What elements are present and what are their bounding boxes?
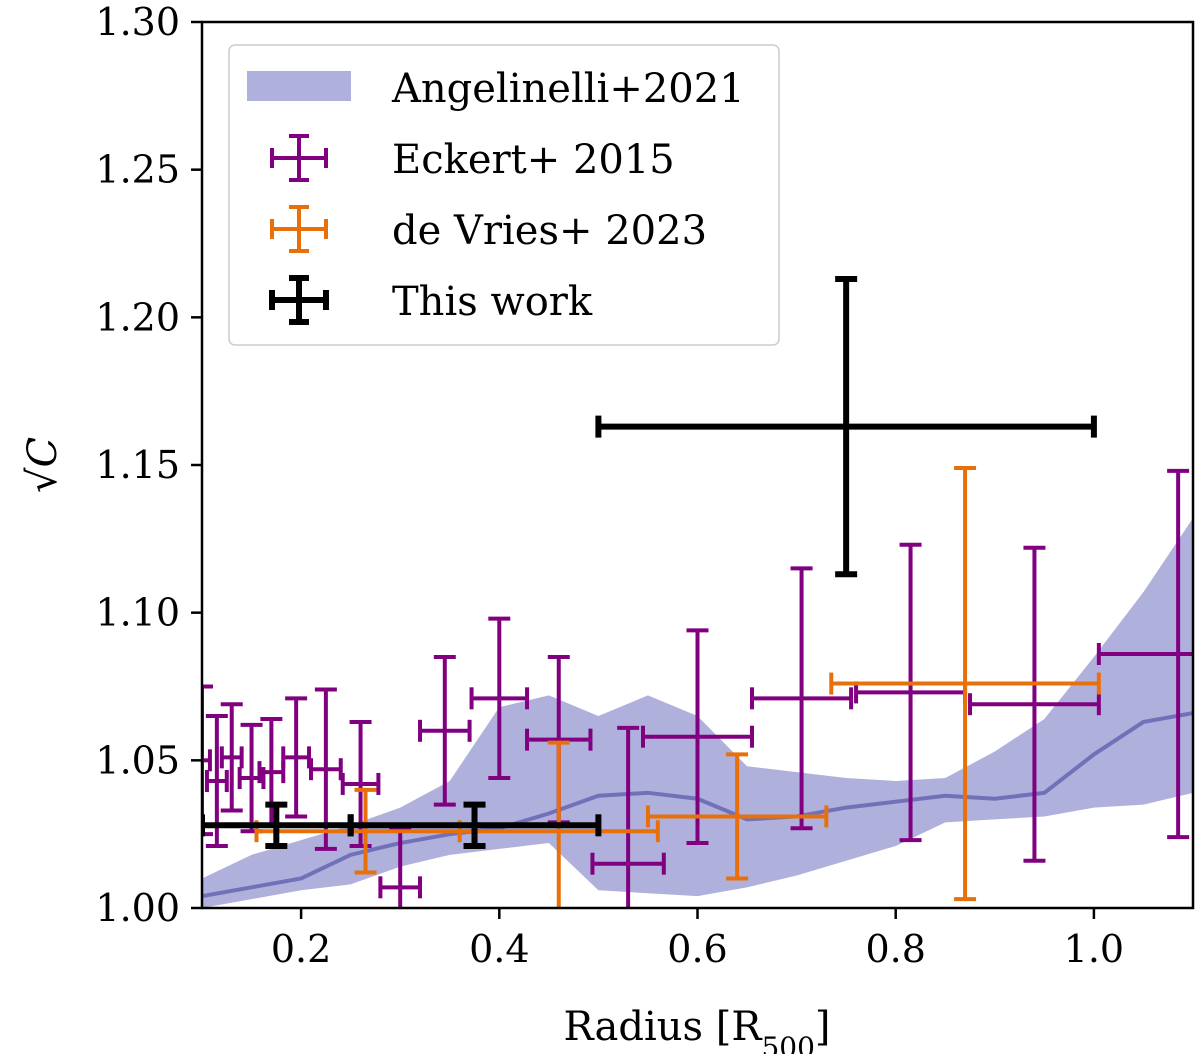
series-0-point-0 — [202, 684, 213, 837]
legend: Angelinelli+2021 Eckert+ 2015 de Vries+ … — [228, 44, 780, 346]
series-0-point-9 — [418, 654, 472, 807]
x-axis-title: Radius [R500] — [563, 1004, 830, 1054]
series-0-point-16 — [968, 545, 1101, 863]
y-tick-label: 1.05 — [95, 738, 180, 782]
series-2-point-2 — [595, 275, 1097, 578]
series-1-point-1 — [457, 740, 660, 908]
y-tick-label: 1.15 — [95, 443, 180, 487]
data-series — [202, 275, 1193, 908]
legend-label-devries: de Vries+ 2023 — [392, 208, 707, 254]
x-tick-label: 0.2 — [271, 927, 331, 971]
x-tick-label: 0.8 — [865, 927, 925, 971]
band-fill — [202, 518, 1193, 908]
series-0-point-14 — [750, 566, 854, 831]
y-tick-label: 1.00 — [95, 886, 180, 930]
legend-marker-2 — [269, 275, 329, 325]
series-1-point-2 — [645, 752, 829, 881]
legend-marker-0 — [270, 134, 328, 182]
legend-marker-1 — [270, 205, 328, 253]
series-0-point-2 — [219, 702, 244, 813]
legend-frame — [228, 44, 780, 346]
axis-ticks: 0.2 0.4 0.6 0.8 1.0 1.00 1.05 1.10 1.15 1.20 1.25 1… — [95, 0, 1124, 971]
y-axis-title: √C — [20, 437, 66, 493]
series-0-point-5 — [281, 696, 312, 819]
y-tick-label: 1.20 — [95, 295, 180, 339]
series-2-point-1 — [347, 801, 602, 849]
x-tick-label: 0.4 — [469, 927, 529, 971]
legend-label-eckert: Eckert+ 2015 — [392, 137, 675, 183]
y-tick-label: 1.10 — [95, 591, 180, 635]
legend-label-band: Angelinelli+2021 — [391, 66, 745, 112]
series-0-point-10 — [469, 616, 530, 781]
series-0-point-12 — [590, 725, 666, 908]
y-tick-label: 1.25 — [95, 148, 180, 192]
x-tick-label: 0.6 — [667, 927, 727, 971]
series-1-point-0 — [254, 787, 477, 875]
legend-band-swatch — [247, 71, 351, 101]
legend-label-this-work: This work — [392, 279, 593, 325]
series-0-point-13 — [640, 628, 755, 846]
series-0-point-4 — [257, 716, 286, 828]
series-1-point-3 — [829, 465, 1101, 902]
series-0-point-17 — [1096, 468, 1193, 840]
x-tick-label: 1.0 — [1064, 927, 1124, 971]
y-tick-label: 1.30 — [95, 0, 180, 44]
